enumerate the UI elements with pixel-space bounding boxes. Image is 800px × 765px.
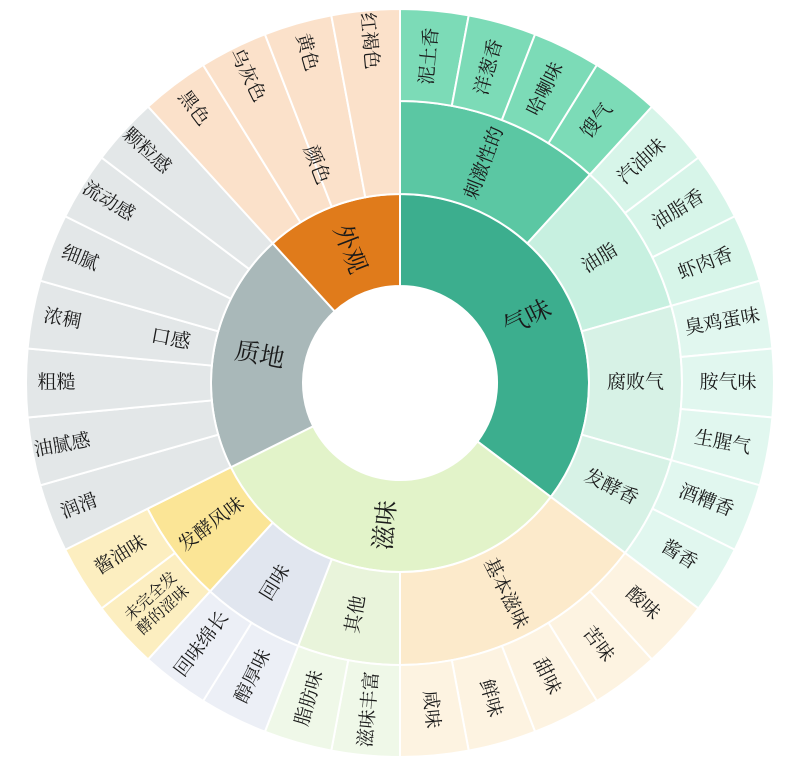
- svg-text:滋味: 滋味: [363, 498, 403, 551]
- svg-text:胺气味: 胺气味: [699, 367, 756, 394]
- svg-text:腐败气: 腐败气: [607, 367, 664, 394]
- svg-text:粗糙: 粗糙: [37, 367, 75, 394]
- svg-text:泥土香: 泥土香: [412, 27, 444, 86]
- svg-text:咸味: 咸味: [418, 689, 448, 729]
- svg-text:红褐色: 红褐色: [355, 11, 387, 70]
